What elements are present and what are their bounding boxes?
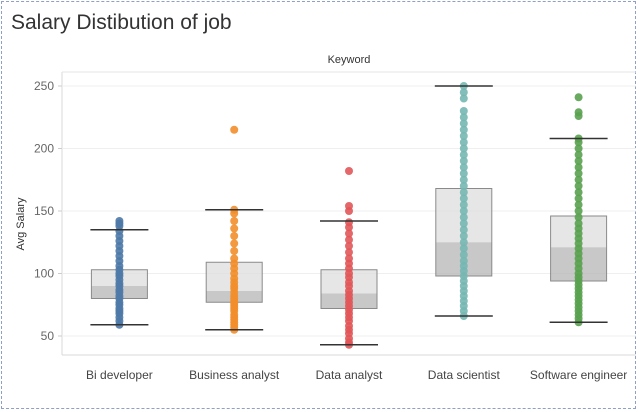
data-point xyxy=(459,244,468,253)
data-point xyxy=(459,194,468,203)
data-point xyxy=(345,229,353,238)
data-point xyxy=(459,182,468,190)
data-point xyxy=(230,254,239,263)
data-point xyxy=(230,247,239,255)
x-category-label: Data scientist xyxy=(428,368,501,382)
data-point xyxy=(115,217,124,225)
data-point xyxy=(459,88,468,97)
data-point xyxy=(574,175,583,184)
y-tick-label: 200 xyxy=(34,142,54,156)
data-point xyxy=(459,213,468,222)
data-point xyxy=(459,225,468,234)
category-labels: Bi developer Business analyst Data analyst… xyxy=(86,368,627,382)
data-point xyxy=(459,200,468,209)
x-category-label: Software engineer xyxy=(530,368,627,382)
data-point xyxy=(230,239,239,248)
data-point xyxy=(574,207,583,215)
data-point xyxy=(574,188,583,197)
data-point xyxy=(574,144,583,153)
data-point xyxy=(459,125,468,134)
data-point xyxy=(459,169,468,178)
data-point xyxy=(574,200,583,209)
data-point xyxy=(459,138,468,147)
x-category-label: Data analyst xyxy=(316,368,383,382)
data-point xyxy=(459,238,468,247)
plot-area xyxy=(90,82,608,349)
data-point xyxy=(459,219,468,228)
data-point xyxy=(459,207,468,215)
data-point xyxy=(230,217,239,225)
data-point xyxy=(345,242,353,250)
data-point xyxy=(230,125,239,134)
y-tick-label: 250 xyxy=(34,79,54,93)
data-point xyxy=(459,175,468,184)
data-point xyxy=(459,94,468,103)
data-point xyxy=(345,167,353,175)
data-point xyxy=(345,235,353,244)
data-point xyxy=(459,150,468,159)
data-point xyxy=(574,93,583,102)
data-point xyxy=(574,194,583,203)
column-header-keyword: Keyword xyxy=(328,54,371,66)
data-point xyxy=(459,163,468,172)
y-axis: 50 100 150 200 250 xyxy=(34,79,62,343)
y-tick-label: 100 xyxy=(34,267,54,281)
data-point xyxy=(574,182,583,190)
x-category-label: Bi developer xyxy=(86,368,153,382)
data-point xyxy=(574,213,583,222)
data-point xyxy=(574,169,583,178)
data-point xyxy=(574,163,583,172)
gridlines xyxy=(61,71,636,356)
y-tick-label: 150 xyxy=(34,204,54,218)
data-point xyxy=(574,219,583,228)
data-point xyxy=(459,119,468,128)
data-point xyxy=(574,157,583,165)
data-point xyxy=(459,250,468,259)
data-point xyxy=(459,257,468,265)
data-point xyxy=(574,108,583,117)
data-point xyxy=(459,132,468,140)
data-point xyxy=(345,202,353,210)
data-point xyxy=(459,144,468,153)
data-point xyxy=(345,248,353,257)
data-point xyxy=(459,157,468,165)
y-tick-label: 50 xyxy=(41,329,55,343)
data-point xyxy=(459,232,468,240)
y-axis-title: Avg Salary xyxy=(15,197,27,250)
x-category-label: Business analyst xyxy=(189,368,280,382)
data-point xyxy=(230,224,239,233)
data-point xyxy=(345,218,353,227)
data-point xyxy=(459,113,468,122)
data-point xyxy=(230,232,239,240)
data-point xyxy=(459,188,468,197)
data-point xyxy=(459,107,468,115)
chart-title: Salary Distibution of job xyxy=(11,11,232,34)
data-point xyxy=(574,150,583,159)
data-point xyxy=(345,254,353,263)
